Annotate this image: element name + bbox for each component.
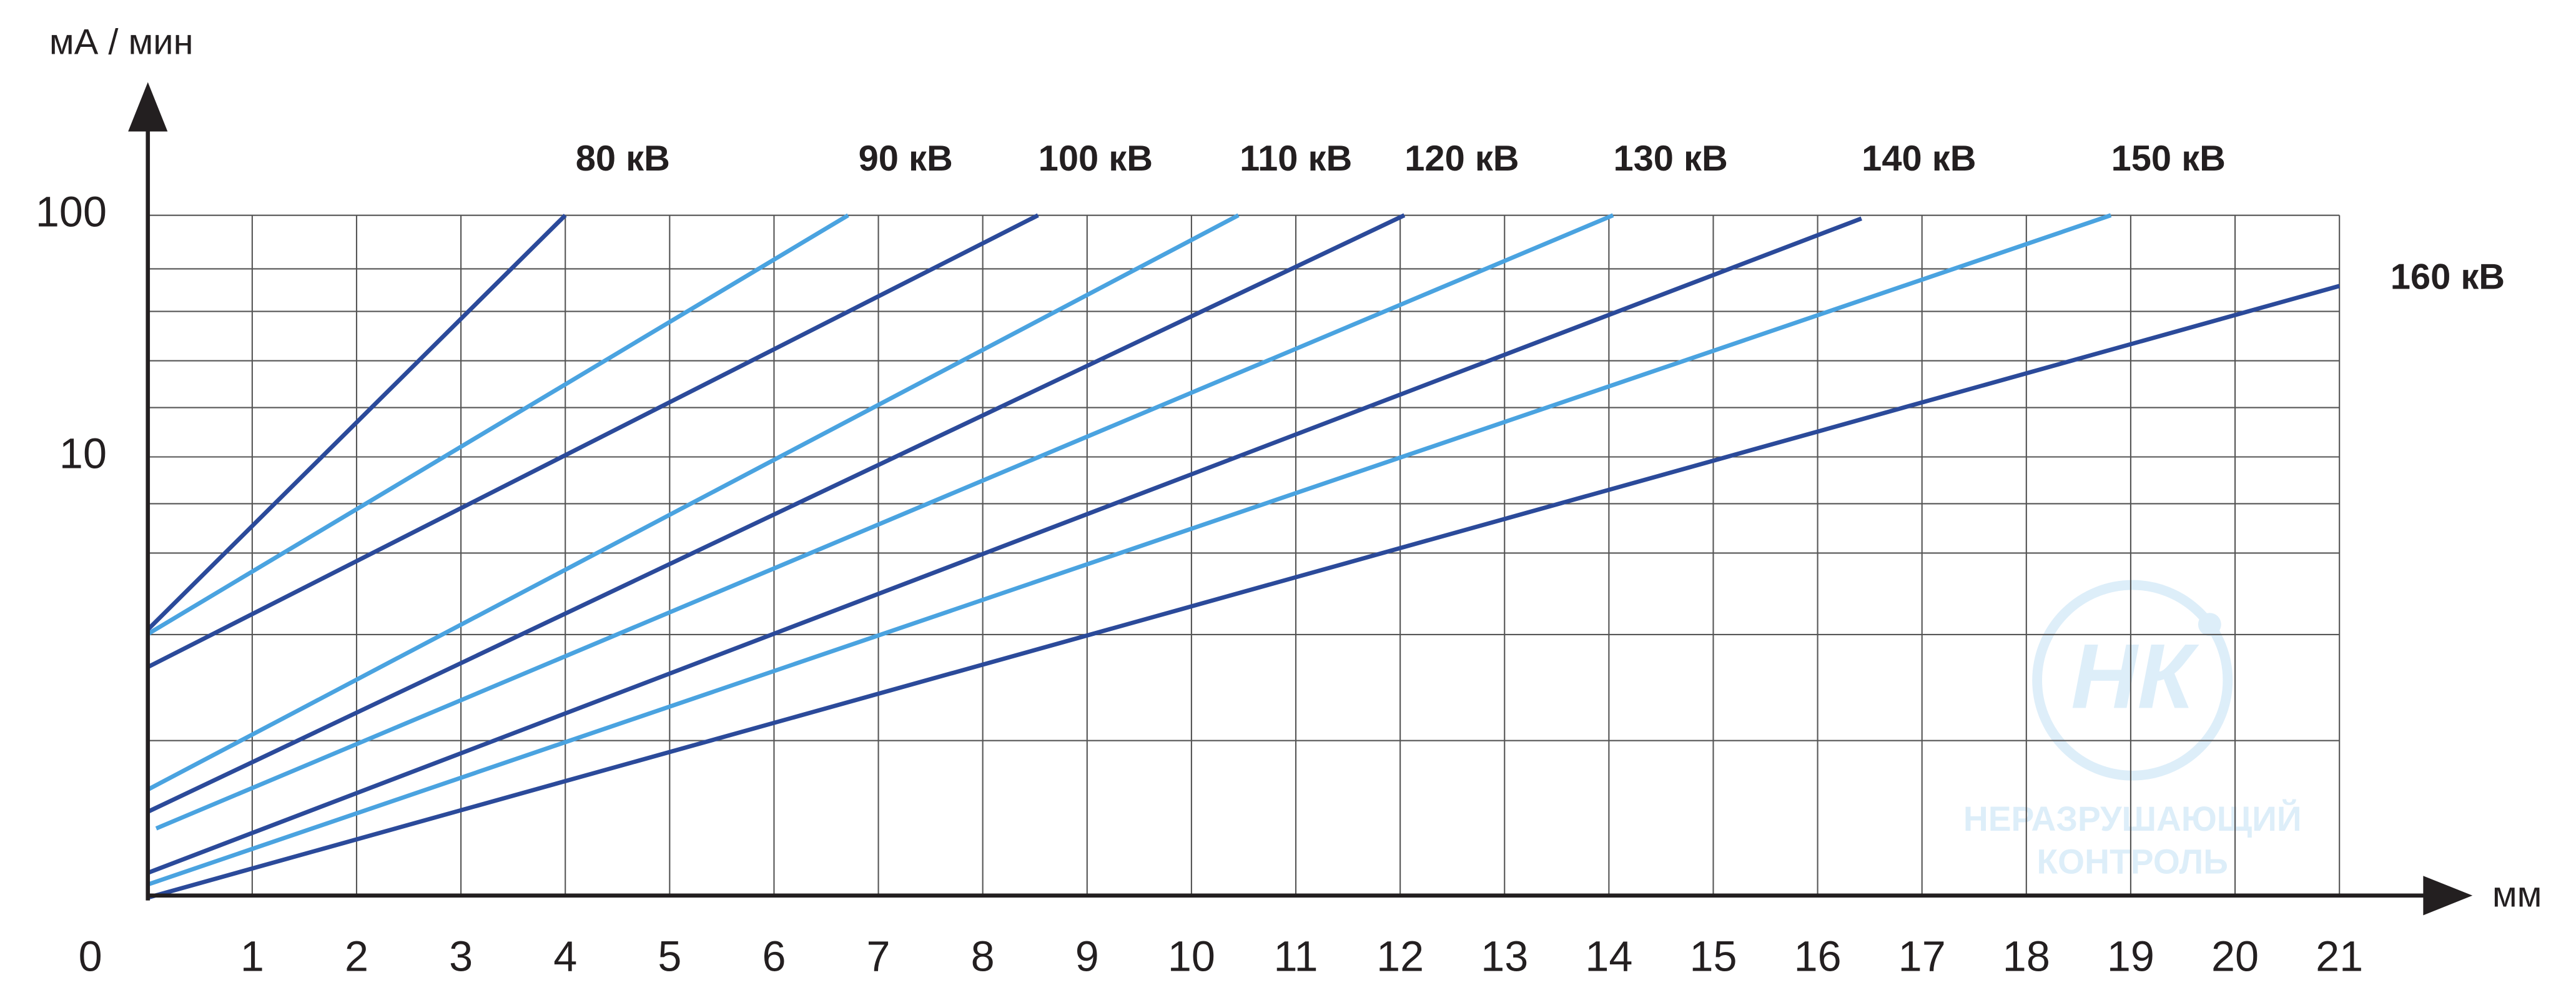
series-line: [147, 213, 2112, 887]
x-tick-label: 6: [762, 933, 786, 980]
series-label: 110 кВ: [1240, 139, 1352, 179]
series-line: [147, 213, 849, 636]
x-tick-label: 10: [1168, 933, 1215, 980]
series-label: 140 кВ: [1862, 139, 1976, 179]
grid: [147, 214, 2341, 896]
x-tick-label: 18: [2003, 933, 2050, 980]
watermark: НК НЕРАЗРУШАЮЩИЙ КОНТРОЛЬ: [1963, 580, 2302, 881]
x-tick-label: 3: [449, 933, 473, 980]
y-arrow: [128, 82, 168, 132]
x-tick-label: 20: [2211, 933, 2259, 980]
x-tick-label: 11: [1274, 933, 1318, 980]
series-line: [147, 213, 1406, 814]
series-line: [147, 284, 2341, 900]
series-line: [147, 216, 1863, 875]
y-tick-label: 10: [59, 430, 107, 478]
series-line: [146, 214, 567, 631]
lines: [146, 213, 2341, 900]
series-label: 160 кВ: [2391, 257, 2505, 297]
x-tick-label: 5: [658, 933, 681, 980]
x-tick-label: 13: [1481, 933, 1528, 980]
watermark-ring: [2032, 580, 2233, 781]
x-tick-label: 12: [1376, 933, 1424, 980]
x-tick-label: 1: [240, 933, 264, 980]
x-arrow: [2423, 876, 2473, 916]
series-label: 150 кВ: [2111, 139, 2226, 179]
series-label: 80 кВ: [576, 139, 670, 179]
watermark-text: КОНТРОЛЬ: [2036, 842, 2228, 881]
series-label: 90 кВ: [859, 139, 953, 179]
series-line: [147, 213, 1240, 792]
x-tick-label: 0: [79, 933, 102, 980]
x-tick-label: 15: [1689, 933, 1737, 980]
watermark-logo: НК: [2071, 625, 2199, 728]
watermark-text: НЕРАЗРУШАЮЩИЙ: [1963, 799, 2302, 838]
series-label: 130 кВ: [1613, 139, 1727, 179]
y-axis-title: мА / мин: [49, 22, 194, 62]
y-tick-label: 100: [36, 189, 107, 236]
x-tick-label: 14: [1585, 933, 1632, 980]
labels: 0 1 2 3 4 5 6 7 8 9 10 11 12 13 14 15 16 17 18 19 20 21101008…: [36, 139, 2505, 980]
series-line: [155, 213, 1614, 831]
watermark-dot: [2198, 613, 2221, 636]
x-tick-label: 7: [867, 933, 891, 980]
x-tick-label: 16: [1794, 933, 1842, 980]
x-axis-title: мм: [2492, 875, 2542, 915]
x-tick-label: 21: [2316, 933, 2363, 980]
x-tick-label: 9: [1075, 933, 1099, 980]
series-label: 100 кВ: [1039, 139, 1153, 179]
x-tick-label: 19: [2107, 933, 2154, 980]
x-tick-label: 2: [345, 933, 368, 980]
series-line: [147, 213, 1039, 669]
x-tick-label: 17: [1898, 933, 1946, 980]
series-label: 120 кВ: [1404, 139, 1519, 179]
x-tick-label: 8: [971, 933, 995, 980]
x-tick-label: 4: [553, 933, 577, 980]
